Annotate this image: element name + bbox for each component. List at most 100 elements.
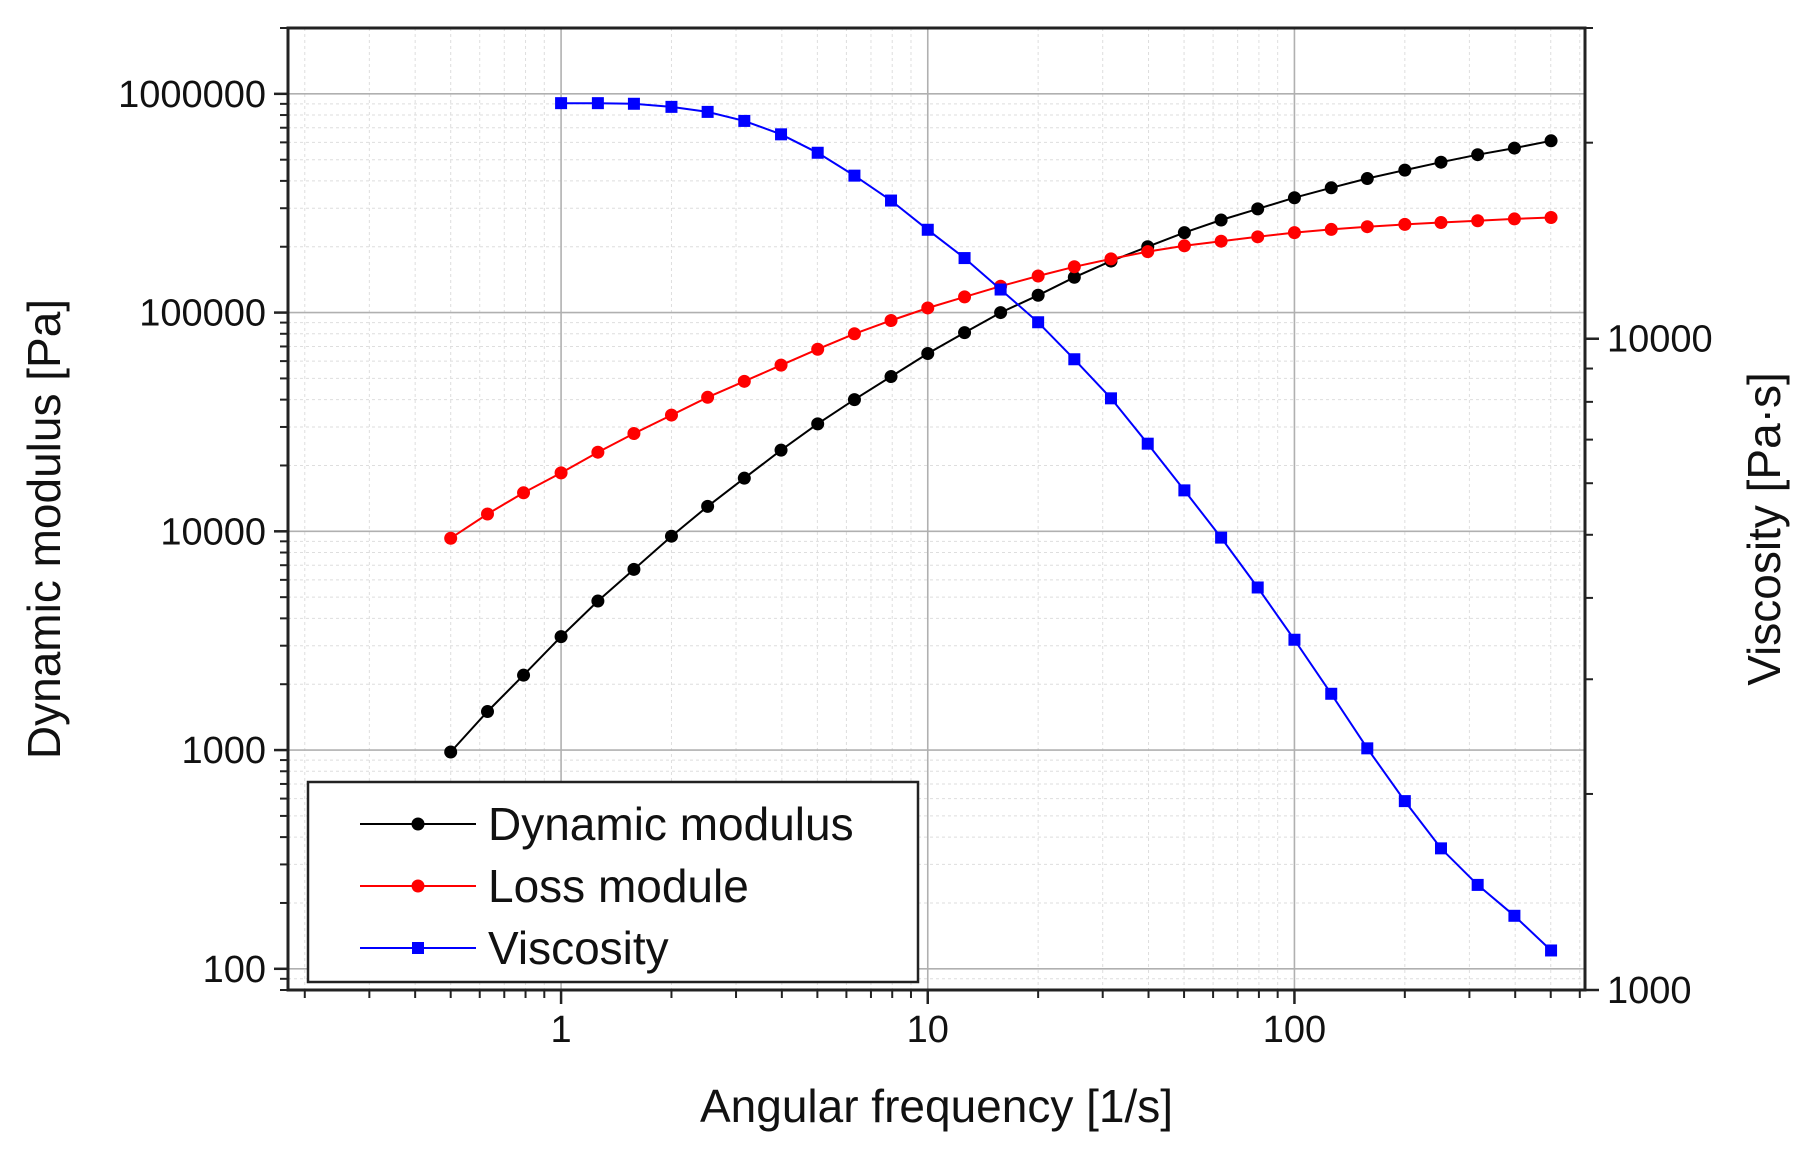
data-point <box>848 169 861 182</box>
data-point <box>774 443 788 457</box>
legend-swatch-marker <box>412 942 424 954</box>
data-point <box>1545 944 1558 957</box>
data-point <box>664 408 678 422</box>
series-viscosity <box>555 97 1558 957</box>
data-point <box>517 668 531 682</box>
data-point <box>627 97 640 110</box>
data-point <box>1214 213 1228 227</box>
data-point <box>1031 288 1045 302</box>
data-point <box>1031 269 1045 283</box>
data-point <box>1251 202 1265 216</box>
data-point <box>481 507 495 521</box>
data-point <box>517 486 531 500</box>
data-point <box>921 347 935 361</box>
data-point <box>555 97 568 110</box>
data-point <box>1287 226 1301 240</box>
x-tick-label: 1 <box>551 1009 572 1051</box>
data-point <box>1141 437 1154 450</box>
data-point <box>774 358 788 372</box>
data-point <box>1434 216 1448 230</box>
y-axis-title: Dynamic modulus [Pa] <box>18 299 70 759</box>
data-point <box>1324 181 1338 195</box>
data-point <box>665 100 678 113</box>
series-line <box>450 216 1552 540</box>
data-point <box>1360 172 1374 186</box>
data-point <box>1067 270 1081 284</box>
data-point <box>481 705 495 719</box>
data-point <box>1398 163 1412 177</box>
data-point <box>811 146 824 159</box>
series-layer <box>444 97 1558 957</box>
data-point <box>958 290 972 304</box>
data-point <box>1032 316 1045 329</box>
data-point <box>811 342 825 356</box>
data-point <box>1360 220 1374 234</box>
data-point <box>1434 842 1447 855</box>
data-point <box>884 370 898 384</box>
data-point <box>1325 687 1338 700</box>
data-point <box>1104 252 1118 266</box>
data-point <box>811 417 825 431</box>
data-point <box>1287 191 1301 205</box>
data-point <box>591 594 605 608</box>
data-point <box>1471 148 1485 162</box>
legend: Dynamic modulus Loss module Viscosity <box>306 780 920 984</box>
data-point <box>444 531 458 545</box>
data-point <box>591 97 604 110</box>
data-point <box>554 630 568 644</box>
data-point <box>921 301 935 315</box>
legend-item: Loss module <box>360 860 749 912</box>
data-point <box>1067 260 1081 274</box>
data-point <box>1104 392 1117 405</box>
data-point <box>1068 353 1081 366</box>
data-point <box>737 374 751 388</box>
data-point <box>847 393 861 407</box>
data-point <box>591 445 605 459</box>
legend-swatch-marker <box>411 879 425 893</box>
legend-label: Loss module <box>488 860 749 912</box>
x-axis-title: Angular frequency [1/s] <box>700 1080 1173 1132</box>
data-point <box>1215 531 1228 544</box>
data-point <box>1324 222 1338 236</box>
y2-tick-label: 10000 <box>1607 319 1713 361</box>
data-point <box>627 562 641 576</box>
data-point <box>921 223 934 236</box>
plot-frame <box>286 26 1587 992</box>
axis-ticks <box>274 27 1599 1004</box>
data-point <box>1251 230 1265 244</box>
data-point <box>958 252 971 265</box>
data-point <box>885 194 898 207</box>
y-tick-label: 100000 <box>139 293 266 335</box>
y-tick-label: 1000 <box>181 730 266 772</box>
data-point <box>1214 234 1228 248</box>
data-point <box>1141 245 1155 259</box>
y-tick-label: 100 <box>203 949 266 991</box>
data-point <box>1434 155 1448 169</box>
series-dynamic-modulus <box>444 134 1558 759</box>
legend-item: Viscosity <box>360 922 669 974</box>
data-point <box>1544 211 1558 225</box>
y2-tick-label: 1000 <box>1607 970 1692 1012</box>
data-point <box>994 283 1007 296</box>
data-point <box>1251 581 1264 594</box>
data-point <box>737 471 751 485</box>
data-point <box>994 306 1008 320</box>
series-line <box>561 102 1552 952</box>
legend-label: Viscosity <box>488 922 669 974</box>
data-point <box>1471 878 1484 891</box>
data-point <box>664 529 678 543</box>
series-loss-module <box>444 211 1558 545</box>
y-tick-label: 10000 <box>160 511 266 553</box>
data-point <box>701 105 714 118</box>
y2-axis-title: Viscosity [Pa·s] <box>1738 372 1790 686</box>
tick-labels: 1 10 100 100 1000 10000 100000 1000000 1000 10000 <box>118 74 1713 1051</box>
data-point <box>1361 742 1374 755</box>
legend-swatch-marker <box>411 817 425 831</box>
data-point <box>1398 795 1411 808</box>
data-point <box>1508 909 1521 922</box>
x-tick-label: 10 <box>907 1009 949 1051</box>
data-point <box>1507 141 1521 155</box>
data-point <box>701 499 715 513</box>
data-point <box>1471 214 1485 228</box>
